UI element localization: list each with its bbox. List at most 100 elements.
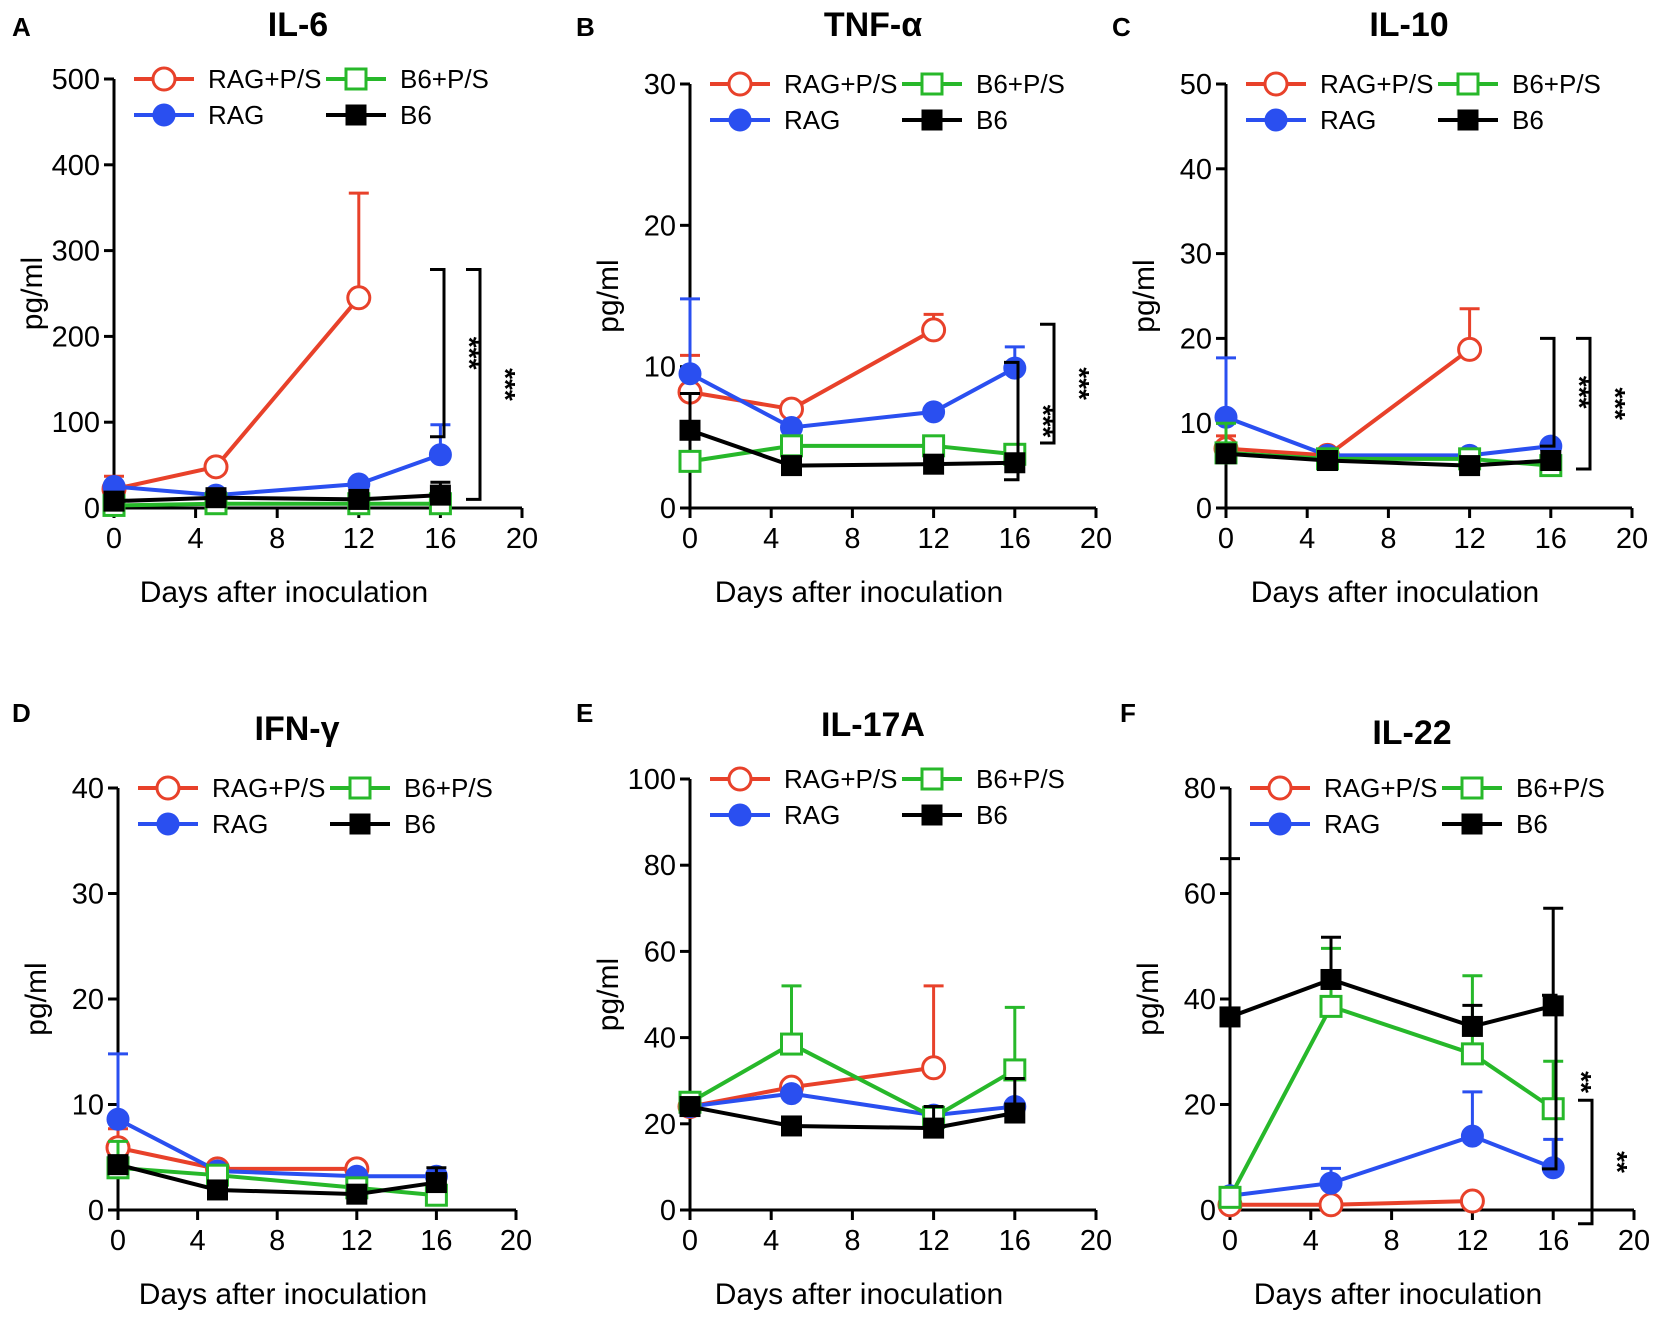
panel-b-series-b6 <box>679 392 1026 477</box>
series-line <box>1229 977 1554 1029</box>
legend-marker <box>1461 813 1483 835</box>
panel-e-y-tick-label: 80 <box>644 850 676 882</box>
panel-f-x-tick-label: 16 <box>1537 1225 1569 1257</box>
legend-marker <box>727 71 753 97</box>
panel-a-series-rag-plus-p-s <box>101 191 372 502</box>
panel-c-y-tick-label: 20 <box>1180 323 1212 355</box>
panel-c-x-tick-label: 12 <box>1453 523 1485 555</box>
panel-c-series-b6 <box>1215 443 1562 477</box>
significance-label: *** <box>1064 367 1095 400</box>
legend-label-b6: B6 <box>404 809 436 839</box>
panel-a-y-tick-label: 200 <box>52 321 100 353</box>
data-point <box>923 453 945 475</box>
panel-d-x-tick-label: 0 <box>110 1225 126 1257</box>
panel-b-x-axis-label: Days after inoculation <box>715 576 1004 609</box>
legend-label-rag-plus-p-s: RAG+P/S <box>208 64 321 94</box>
panel-b-series-rag <box>678 297 1027 439</box>
legend-label-rag-plus-p-s: RAG+P/S <box>212 773 325 803</box>
series-line <box>689 443 1016 464</box>
bracket-line <box>1540 336 1556 448</box>
panel-c-y-axis-label: pg/ml <box>1128 259 1161 332</box>
panel-e-letter: E <box>576 698 593 728</box>
legend-marker <box>1456 72 1480 96</box>
panel-c-x-tick-label: 16 <box>1535 523 1567 555</box>
bracket-line <box>1040 322 1056 445</box>
data-point <box>1542 995 1564 1017</box>
data-point <box>1320 968 1342 990</box>
panel-c-y-tick-label: 50 <box>1180 69 1212 101</box>
legend-marker <box>921 804 943 826</box>
data-point <box>1317 450 1338 472</box>
panel-c-series-rag-plus-p-s <box>1213 307 1483 468</box>
series-line <box>1225 451 1551 468</box>
data-point <box>1218 1185 1242 1209</box>
data-point <box>678 362 702 386</box>
data-point <box>780 1032 803 1056</box>
series-line <box>117 1145 357 1171</box>
data-point <box>203 454 229 480</box>
panel-e-x-tick-label: 4 <box>763 1225 779 1257</box>
panel-e-y-axis-label: pg/ml <box>592 958 625 1031</box>
panel-f-x-tick-label: 20 <box>1618 1225 1650 1257</box>
panel-a-x-tick-label: 16 <box>424 523 456 555</box>
panel-f-significance-bracket: ** <box>1578 1098 1633 1226</box>
legend-marker <box>1264 108 1288 132</box>
panel-f: F IL-22 0 20 40 60 80 0 4 8 12 16 20 Days after inocu… <box>1120 698 1650 1311</box>
series-line <box>113 452 442 498</box>
panel-a-x-tick-label: 0 <box>106 523 122 555</box>
data-point <box>781 1115 802 1137</box>
panel-d-y-axis-label: pg/ml <box>20 962 53 1035</box>
panel-c-x-tick-label: 8 <box>1380 523 1396 555</box>
data-point <box>1460 1042 1484 1066</box>
panel-a-y-axis-label: pg/ml <box>16 257 49 330</box>
data-point <box>1457 336 1483 362</box>
panel-e-x-tick-label: 20 <box>1080 1225 1112 1257</box>
legend-label-rag: RAG <box>1324 809 1380 839</box>
panel-e-x-tick-label: 8 <box>844 1225 860 1257</box>
series-line <box>117 1117 437 1179</box>
data-point <box>346 285 372 311</box>
panel-e-x-tick-label: 0 <box>682 1225 698 1257</box>
data-point <box>1215 443 1237 465</box>
data-point <box>921 1055 947 1081</box>
panel-f-y-tick-label: 40 <box>1184 984 1216 1016</box>
legend-label-rag: RAG <box>212 809 268 839</box>
data-point <box>678 449 702 473</box>
panel-e: E IL-17A 0 20 40 60 80 100 0 4 8 12 16 20 Days after i… <box>576 698 1112 1311</box>
panel-a-letter: A <box>12 12 31 42</box>
panel-e-y-tick-label: 60 <box>644 936 676 968</box>
series-line <box>1230 1199 1473 1207</box>
data-point <box>428 443 452 467</box>
series-line <box>1225 347 1471 458</box>
panel-d-x-axis-label: Days after inoculation <box>139 1278 428 1311</box>
panel-a-legend: RAG+P/S B6+P/S RAG B6 <box>134 64 489 130</box>
data-point <box>1459 455 1481 477</box>
panel-b-x-tick-label: 20 <box>1080 523 1112 555</box>
legend-marker <box>152 103 176 127</box>
legend-marker <box>1267 775 1293 801</box>
bracket-line <box>1576 336 1592 471</box>
data-point <box>1319 1171 1343 1195</box>
legend-marker <box>920 72 944 96</box>
legend-label-rag: RAG <box>208 100 264 130</box>
panel-f-y-tick-label: 80 <box>1184 773 1216 805</box>
series-line <box>689 1041 1016 1120</box>
panel-d-y-tick-label: 10 <box>72 1090 104 1122</box>
data-point <box>679 419 701 441</box>
data-point <box>1003 1058 1027 1082</box>
significance-label: ** <box>1566 1071 1597 1093</box>
panel-a-series-b6 <box>103 480 451 512</box>
series-line <box>117 1165 437 1198</box>
legend-label-b6-plus-p-s: B6+P/S <box>404 773 493 803</box>
legend-marker <box>728 803 752 827</box>
panel-e-legend: RAG+P/S B6+P/S RAG B6 <box>710 764 1065 830</box>
panel-d-title: IFN-γ <box>255 710 340 748</box>
panel-b-series-b6-plus-p-s <box>678 434 1027 473</box>
data-point <box>429 484 451 506</box>
series-line <box>113 493 441 504</box>
panel-d-y-tick-label: 20 <box>72 984 104 1016</box>
series-line <box>689 366 1016 430</box>
data-point <box>103 490 125 512</box>
panel-d-legend: RAG+P/S B6+P/S RAG B6 <box>138 773 493 839</box>
panel-b-x-tick-label: 16 <box>999 523 1031 555</box>
